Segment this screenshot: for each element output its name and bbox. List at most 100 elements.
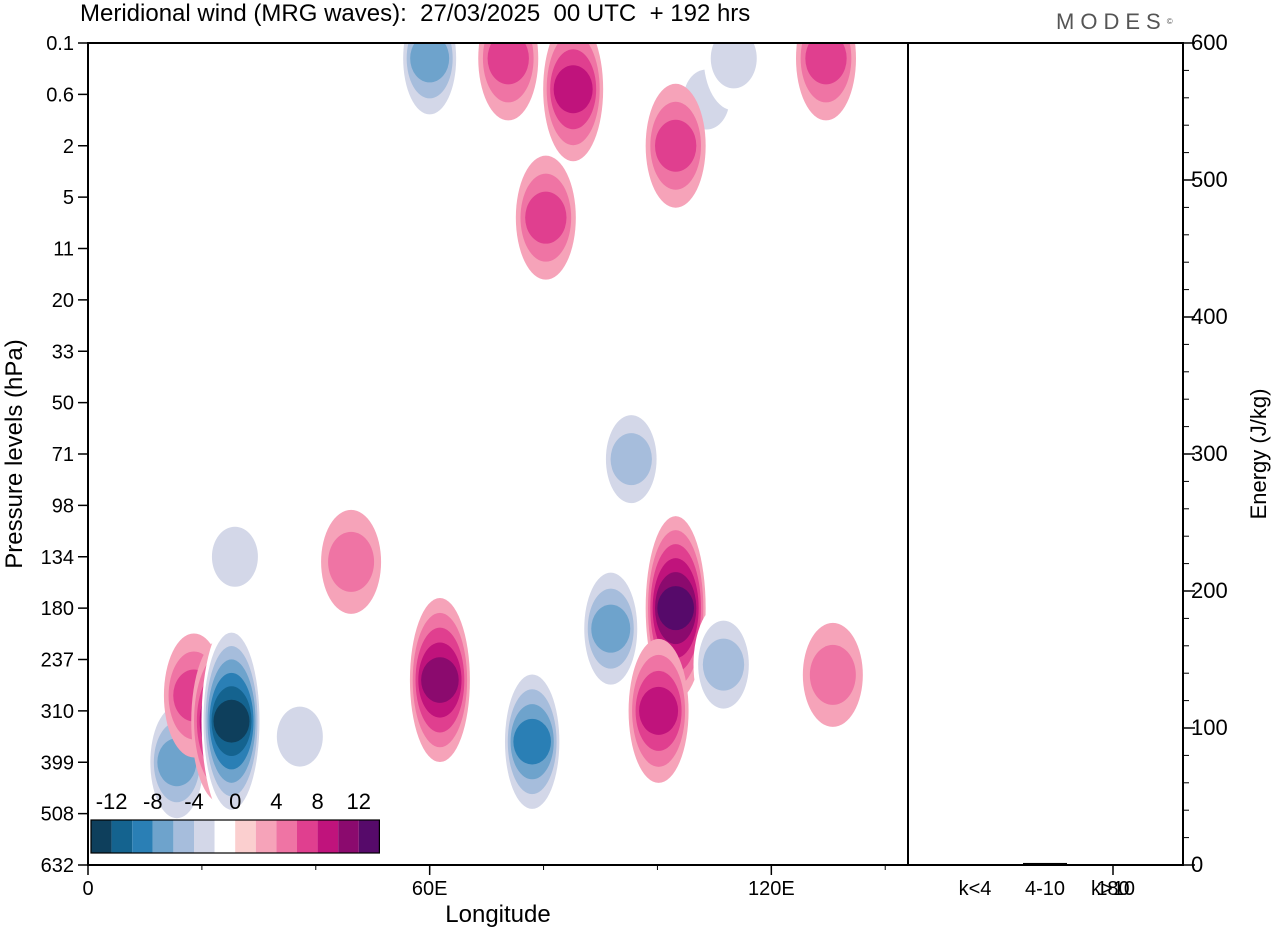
colorbar-swatch [317, 820, 339, 853]
y-tick-label: 11 [53, 239, 74, 261]
energy-bar-chart: k<4 4-10 k>10 [953, 862, 1135, 900]
colorbar-swatch [194, 820, 215, 853]
y-tick-label: 98 [52, 495, 74, 517]
heatmap-feature [628, 638, 689, 783]
x-tick-label: 180 [1096, 878, 1129, 900]
heatmap-feature [580, 556, 641, 701]
colorbar-label: 4 [270, 789, 282, 814]
contour-band [211, 526, 258, 587]
energy-category-label: k<4 [959, 878, 992, 900]
y-tick-label: 399 [41, 752, 74, 774]
x-axis: 060E120E180120W60WLongitude [82, 865, 1130, 928]
energy-tick-label: 200 [1191, 578, 1228, 603]
x-tick-label: 60E [412, 878, 448, 900]
heatmap-feature [645, 83, 706, 208]
colorbar-label: 12 [347, 789, 371, 814]
y-tick-label: 0.6 [46, 84, 74, 106]
heatmap-feature [478, 43, 539, 121]
heatmap-feature [543, 43, 604, 162]
energy-tick-label: 0 [1191, 852, 1203, 877]
contour-band [213, 699, 250, 743]
energy-bar [1023, 862, 1067, 865]
colorbar-swatch [297, 820, 318, 853]
y-tick-label: 134 [41, 547, 74, 569]
y-tick-label: 33 [52, 341, 74, 363]
energy-tick-label: 500 [1191, 167, 1228, 192]
x-axis-label: Longitude [445, 901, 550, 928]
y-tick-label: 310 [41, 701, 74, 723]
chart-title: Meridional wind (MRG waves): 27/03/2025 … [80, 0, 751, 27]
contour-band [805, 43, 847, 85]
colorbar-swatch [276, 820, 297, 853]
brand-logo: MODES© [1056, 9, 1173, 34]
heatmap-feature [796, 43, 856, 121]
colorbar-swatch [132, 820, 153, 853]
contour-band [702, 638, 745, 691]
energy-bar [1091, 864, 1135, 866]
energy-tick-label: 600 [1191, 30, 1228, 55]
y-tick-label: 632 [41, 855, 74, 877]
x-tick-label: 120E [748, 878, 795, 900]
y-tick-label: 2 [63, 136, 74, 158]
contour-band [655, 119, 697, 172]
energy-tick-label: 100 [1191, 715, 1228, 740]
colorbar-label: -8 [143, 789, 163, 814]
y-axis: 0.1 0.6 2 5 11 20 33 50 71 98 134 180 237 310 399 508 63… [1, 33, 88, 877]
contour-band [525, 191, 567, 244]
heatmap-feature [321, 509, 382, 614]
colorbar-swatch [358, 820, 380, 853]
colorbar-label: 0 [229, 789, 241, 814]
energy-panel-border [907, 42, 1184, 866]
y-tick-label: 5 [63, 187, 74, 209]
energy-tick-label: 300 [1191, 441, 1228, 466]
colorbar-label: -12 [96, 789, 128, 814]
colorbar-border [90, 819, 380, 854]
colorbar-swatch [173, 820, 194, 853]
y-tick-label: 0.1 [46, 33, 74, 55]
contour-band [591, 604, 631, 653]
heatmap-feature [802, 622, 863, 727]
heatmap-feature [502, 659, 563, 824]
colorbar: -12 -8 -4 0 4 8 12 [90, 789, 380, 854]
contour-band [657, 586, 695, 631]
contour-band [328, 531, 375, 592]
contour-band [513, 718, 551, 765]
contour-band [710, 43, 757, 89]
energy-category-label: k>10 [1091, 878, 1135, 900]
contour-band [276, 706, 323, 767]
heatmap-feature [409, 598, 470, 763]
heatmap-feature [601, 397, 662, 522]
heatmap-feature [204, 504, 265, 609]
colorbar-swatch [111, 820, 133, 853]
heatmap-feature [515, 155, 576, 280]
colorbar-label: -4 [184, 789, 204, 814]
energy-category-label: 4-10 [1025, 878, 1065, 900]
contour-band [487, 43, 529, 85]
contour-band [421, 657, 459, 703]
x-tick-label: 0 [82, 878, 93, 900]
contour-band [610, 433, 652, 486]
heatmap-feature [703, 43, 764, 111]
brand-text: MODES [1056, 9, 1167, 34]
colorbar-swatch [91, 820, 112, 853]
y-tick-label: 180 [41, 598, 74, 620]
y-axis-label: Pressure levels (hPa) [1, 339, 28, 568]
heatmap-feature [269, 684, 330, 789]
energy-axis-label: Energy (J/kg) [1246, 389, 1271, 520]
colorbar-swatch [255, 820, 277, 853]
energy-axis: 0 100 200 300 400 500 600 Energy (J/kg) [1183, 30, 1271, 877]
contour-band [553, 65, 593, 114]
y-tick-label: 71 [52, 444, 74, 466]
heatmap-field [146, 43, 863, 835]
colorbar-swatch [338, 820, 359, 853]
y-tick-label: 237 [41, 650, 74, 672]
colorbar-swatch [214, 820, 236, 853]
y-tick-label: 50 [52, 393, 74, 415]
contour-band [639, 686, 679, 735]
heatmap-feature [201, 619, 262, 824]
energy-tick-label: 400 [1191, 304, 1228, 329]
colorbar-swatch [152, 820, 174, 853]
energy-bar [953, 864, 997, 866]
heatmap-feature [399, 43, 460, 131]
